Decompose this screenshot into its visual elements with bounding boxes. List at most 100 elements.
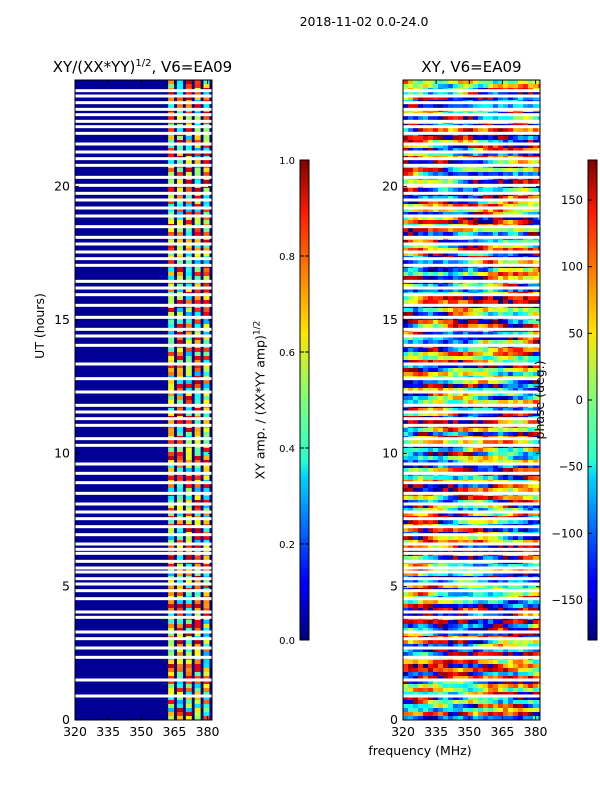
phase-cell	[473, 248, 478, 252]
phase-cell	[503, 104, 508, 108]
phase-cell	[488, 320, 493, 324]
phase-cell	[413, 96, 418, 100]
phase-cell	[528, 452, 533, 456]
amp-cell	[176, 372, 183, 376]
amp-cell	[194, 320, 201, 324]
phase-cell	[488, 232, 493, 236]
phase-cell	[483, 432, 488, 436]
amp-cell	[203, 584, 210, 588]
amp-cell	[194, 660, 201, 664]
phase-cell	[528, 408, 533, 412]
amp-cell	[194, 140, 201, 144]
amp-cell	[176, 320, 183, 324]
phase-cell	[508, 620, 513, 624]
amp-cell	[176, 484, 183, 488]
amp-cell	[168, 324, 175, 328]
amp-cell	[203, 556, 210, 560]
phase-cell	[463, 312, 468, 316]
phase-cell	[443, 232, 448, 236]
phase-cell	[408, 536, 413, 540]
phase-cell	[488, 592, 493, 596]
amp-cell	[203, 708, 210, 712]
phase-cell	[498, 96, 503, 100]
phase-cell	[408, 268, 413, 272]
phase-cell	[493, 324, 498, 328]
amp-cell	[185, 160, 192, 164]
phase-cell	[413, 648, 418, 652]
phase-cell	[418, 80, 423, 84]
phase-cell	[468, 648, 473, 652]
phase-cell	[493, 580, 498, 584]
phase-cell	[448, 632, 453, 636]
phase-cell	[438, 648, 443, 652]
phase-cell	[458, 476, 463, 480]
phase-cell	[408, 428, 413, 432]
phase-cell	[538, 476, 540, 480]
phase-cell	[478, 460, 483, 464]
phase-cell	[458, 564, 463, 568]
phase-cell	[443, 572, 448, 576]
phase-cell	[408, 664, 413, 668]
phase-cell	[508, 260, 513, 264]
phase-cell	[538, 104, 540, 108]
phase-cell	[408, 448, 413, 452]
phase-cell	[458, 336, 463, 340]
phase-cell	[528, 320, 533, 324]
phase-cell	[533, 180, 538, 184]
amp-panel-title: XY/(XX*YY)1/2, V6=EA09	[35, 58, 250, 76]
phase-cell	[428, 80, 433, 84]
phase-cell	[488, 172, 493, 176]
amp-cell	[203, 336, 210, 340]
phase-cell	[538, 288, 540, 292]
amp-cell	[194, 228, 201, 232]
amp-cell	[185, 504, 192, 508]
phase-cell	[508, 268, 513, 272]
amp-cell	[194, 684, 201, 688]
amp-cell	[176, 300, 183, 304]
amp-cell	[203, 388, 210, 392]
phase-cell	[538, 488, 540, 492]
phase-cell	[503, 240, 508, 244]
amp-cell	[185, 488, 192, 492]
phase-cell	[513, 608, 518, 612]
phase-cell	[463, 592, 468, 596]
phase-cell	[458, 272, 463, 276]
amp-flagged-row	[75, 315, 212, 319]
phase-cell	[468, 400, 473, 404]
amp-cell	[185, 248, 192, 252]
phase-cell	[503, 216, 508, 220]
phase-cell	[428, 428, 433, 432]
phase-cell	[413, 420, 418, 424]
phase-cell	[423, 508, 428, 512]
phase-cell	[493, 92, 498, 96]
phase-cell	[438, 260, 443, 264]
phase-cell	[458, 324, 463, 328]
phase-cell	[448, 400, 453, 404]
phase-cell	[413, 368, 418, 372]
amp-cell	[185, 172, 192, 176]
phase-cell	[513, 544, 518, 548]
amp-cell	[203, 212, 210, 216]
phase-cell	[438, 140, 443, 144]
phase-cell	[483, 92, 488, 96]
phase-cell	[433, 580, 438, 584]
phase-cell	[538, 356, 540, 360]
phase-cell	[458, 608, 463, 612]
phase-cell	[498, 104, 503, 108]
amp-cell	[194, 284, 201, 288]
phase-cell	[533, 240, 538, 244]
phase-cell	[513, 368, 518, 372]
phase-cell	[523, 144, 528, 148]
amp-flagged-row	[75, 107, 212, 111]
phase-cell	[438, 628, 443, 632]
phase-cell	[438, 228, 443, 232]
phase-cell	[428, 640, 433, 644]
phase-cell	[473, 284, 478, 288]
phase-cell	[433, 428, 438, 432]
phase-cell	[473, 232, 478, 236]
amp-title-sup: 1/2	[135, 58, 152, 69]
amp-cell	[194, 704, 201, 708]
phase-cell	[403, 536, 408, 540]
amp-cell	[185, 408, 192, 412]
phase-cell	[503, 408, 508, 412]
